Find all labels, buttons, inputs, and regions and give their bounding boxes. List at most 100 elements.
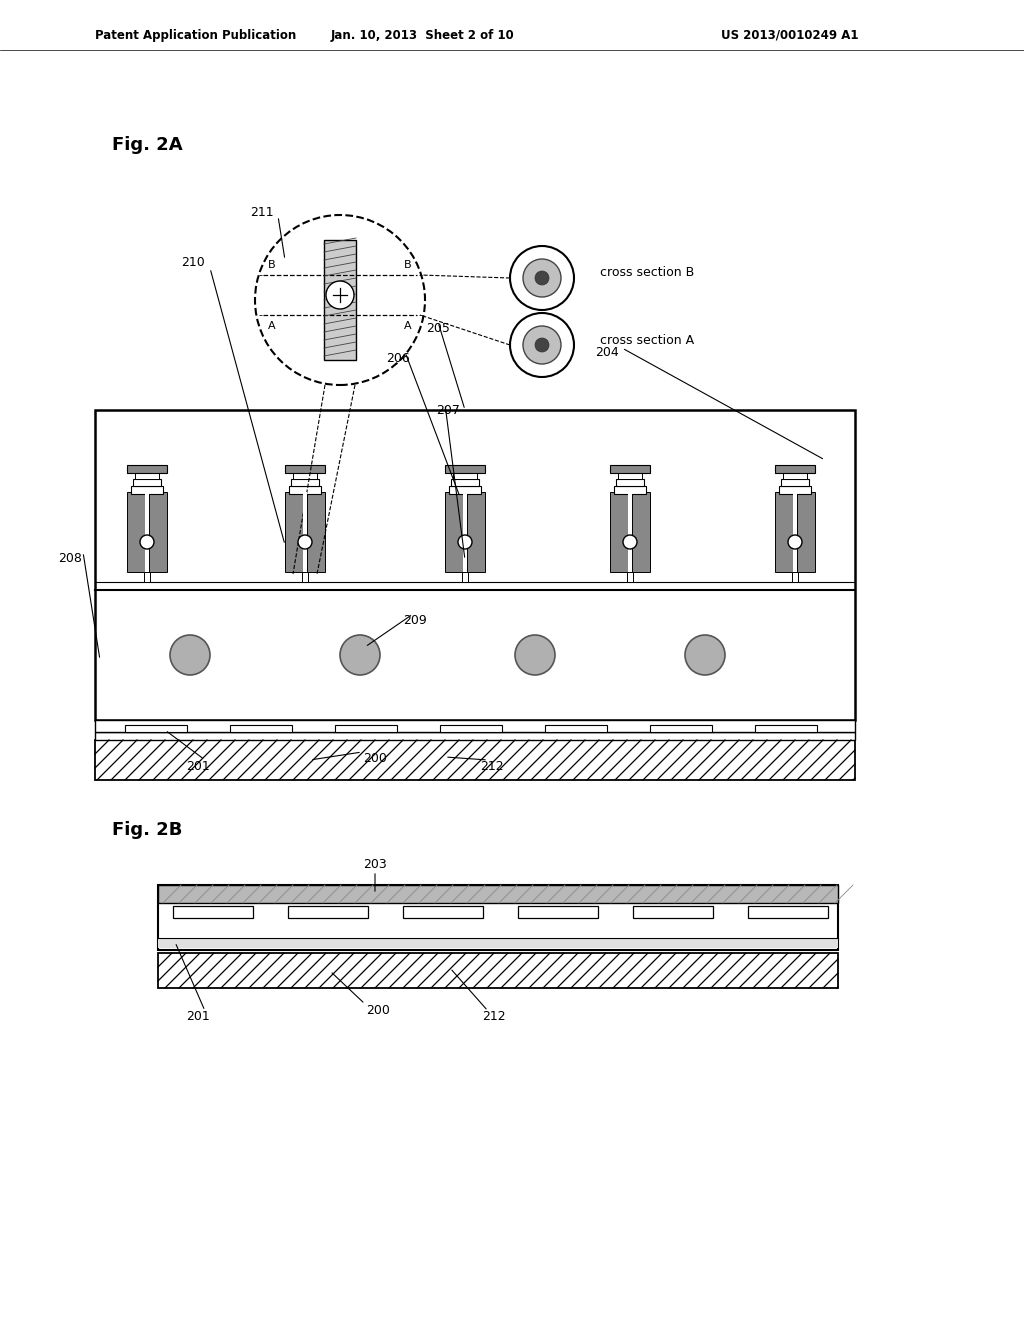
Text: 205: 205 (426, 322, 450, 334)
Bar (445, 465, 485, 473)
Bar (158, 939, 838, 948)
Text: 201: 201 (186, 759, 210, 772)
Circle shape (510, 313, 574, 378)
Text: A: A (268, 321, 275, 331)
Bar (467, 492, 485, 572)
Circle shape (298, 535, 312, 549)
Bar (792, 572, 798, 582)
Bar (616, 479, 644, 486)
Bar (610, 492, 628, 572)
Bar (158, 884, 838, 903)
Bar (618, 473, 642, 479)
Bar (775, 465, 815, 473)
Bar (632, 492, 650, 572)
Bar (614, 486, 646, 494)
Text: Fig. 2A: Fig. 2A (112, 136, 182, 154)
Circle shape (515, 635, 555, 675)
Bar (650, 725, 712, 733)
Bar (445, 492, 463, 572)
Bar (95, 733, 855, 741)
Bar (335, 725, 397, 733)
Text: 200: 200 (366, 1003, 390, 1016)
Circle shape (535, 338, 549, 352)
Bar (779, 486, 811, 494)
Circle shape (535, 271, 549, 285)
Bar (781, 479, 809, 486)
Bar (783, 473, 807, 479)
Text: -: - (418, 271, 422, 280)
Text: US 2013/0010249 A1: US 2013/0010249 A1 (721, 29, 859, 41)
Bar (324, 240, 356, 360)
Text: Patent Application Publication: Patent Application Publication (95, 29, 296, 41)
Bar (628, 492, 632, 572)
Text: B: B (268, 260, 275, 271)
Bar (755, 725, 817, 733)
Text: 201: 201 (186, 1011, 210, 1023)
Circle shape (523, 259, 561, 297)
Circle shape (510, 246, 574, 310)
Bar (150, 492, 167, 572)
Bar (748, 906, 828, 917)
Circle shape (685, 635, 725, 675)
Bar (230, 725, 292, 733)
Circle shape (623, 535, 637, 549)
Bar (518, 906, 598, 917)
Text: 211: 211 (250, 206, 273, 219)
Text: 206: 206 (386, 351, 410, 364)
Bar (127, 465, 167, 473)
Bar (291, 479, 319, 486)
Bar (288, 906, 368, 917)
Bar (545, 725, 607, 733)
Text: A: A (404, 321, 412, 331)
Bar (449, 486, 481, 494)
Bar (144, 572, 150, 582)
Text: B: B (404, 260, 412, 271)
Text: 203: 203 (364, 858, 387, 871)
Text: Jan. 10, 2013  Sheet 2 of 10: Jan. 10, 2013 Sheet 2 of 10 (330, 29, 514, 41)
Bar (131, 486, 163, 494)
Bar (145, 492, 150, 572)
Circle shape (140, 535, 154, 549)
Bar (133, 479, 161, 486)
Text: 212: 212 (482, 1011, 506, 1023)
Bar (307, 492, 325, 572)
Text: 204: 204 (595, 346, 618, 359)
Bar (775, 492, 793, 572)
Bar (158, 884, 838, 950)
Circle shape (788, 535, 802, 549)
Circle shape (170, 635, 210, 675)
Bar (127, 492, 145, 572)
Text: -: - (418, 310, 422, 319)
Bar (633, 906, 713, 917)
Bar (303, 492, 307, 572)
Bar (173, 906, 253, 917)
Bar (293, 473, 317, 479)
Text: -: - (258, 310, 262, 319)
Text: Fig. 2B: Fig. 2B (112, 821, 182, 840)
Bar (453, 473, 477, 479)
Bar (440, 725, 502, 733)
Text: -: - (258, 271, 262, 280)
Text: 209: 209 (403, 614, 427, 627)
Bar (627, 572, 633, 582)
Bar (302, 572, 308, 582)
Circle shape (523, 326, 561, 364)
Bar (462, 572, 468, 582)
Text: 200: 200 (364, 751, 387, 764)
Text: 212: 212 (480, 759, 504, 772)
Bar (95, 719, 855, 733)
Bar (285, 465, 325, 473)
Text: 207: 207 (436, 404, 460, 417)
Text: cross section A: cross section A (600, 334, 694, 346)
Bar (285, 492, 303, 572)
Circle shape (340, 635, 380, 675)
Bar (797, 492, 815, 572)
Text: 210: 210 (181, 256, 205, 268)
Circle shape (458, 535, 472, 549)
Bar (95, 411, 855, 719)
Text: cross section B: cross section B (600, 267, 694, 280)
Bar (289, 486, 321, 494)
Bar (610, 465, 650, 473)
Circle shape (326, 281, 354, 309)
Bar (158, 953, 838, 987)
